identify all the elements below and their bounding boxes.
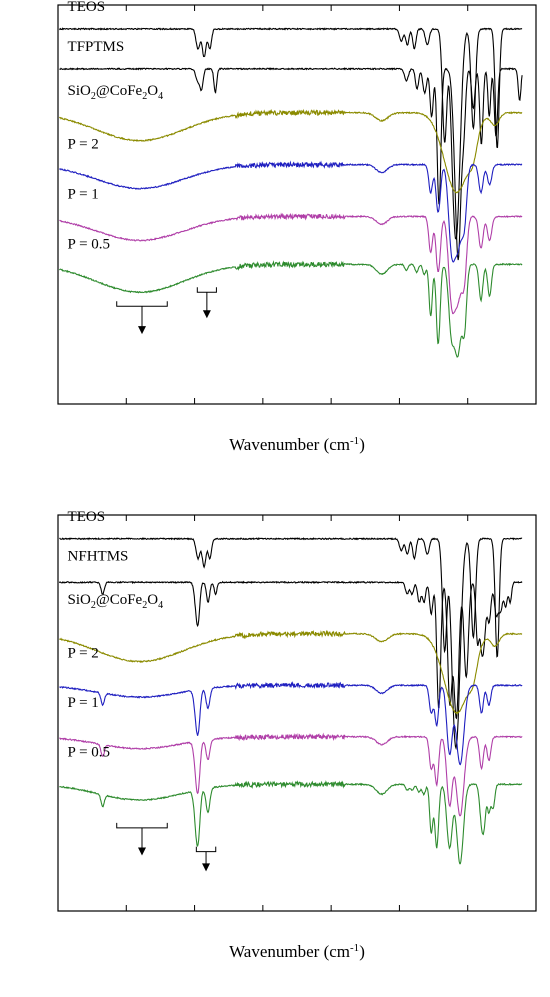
series-line bbox=[59, 160, 523, 263]
series-label: P = 1 bbox=[68, 187, 99, 203]
series-line bbox=[59, 212, 523, 315]
series-line bbox=[58, 108, 523, 194]
plot-frame bbox=[57, 514, 537, 912]
series-line bbox=[59, 681, 523, 766]
series-label: TFPTMS bbox=[68, 39, 125, 55]
chart-panel-b: Wavenumber (cm-1) TEOS NFHTMS SiO2@CoFe2O4 P… bbox=[57, 509, 537, 961]
arrow-head bbox=[202, 863, 211, 872]
series-line bbox=[59, 537, 523, 751]
series-label: P = 1 bbox=[68, 695, 99, 711]
plot-frame bbox=[57, 4, 537, 405]
arrow-head bbox=[137, 847, 146, 856]
range-bracket bbox=[116, 301, 168, 307]
series-line bbox=[59, 780, 523, 865]
chart-panel-a: Wavenumber (cm-1) TEOS TFPTMS SiO2@CoFe2O4 P… bbox=[57, 0, 537, 454]
series-line bbox=[58, 27, 523, 240]
series-line bbox=[59, 67, 523, 261]
x-axis-label: Wavenumber (cm-1) bbox=[229, 942, 365, 961]
x-axis-label: Wavenumber (cm-1) bbox=[229, 435, 365, 454]
series-label: SiO2@CoFe2O4 bbox=[68, 83, 164, 102]
series-line bbox=[58, 260, 523, 358]
range-bracket bbox=[116, 822, 168, 829]
series-label: P = 2 bbox=[68, 137, 99, 153]
range-bracket bbox=[196, 287, 217, 293]
series-label: P = 0.5 bbox=[68, 236, 111, 252]
series-label: TEOS bbox=[68, 509, 106, 525]
series-line bbox=[59, 629, 523, 715]
arrow-head bbox=[202, 310, 211, 319]
series-label: NFHTMS bbox=[68, 549, 129, 565]
series-label: SiO2@CoFe2O4 bbox=[68, 592, 164, 611]
series-label: TEOS bbox=[68, 0, 106, 15]
arrow-head bbox=[137, 326, 146, 335]
series-label: P = 2 bbox=[68, 646, 99, 662]
series-label: P = 0.5 bbox=[68, 745, 111, 761]
series-line bbox=[58, 580, 523, 720]
range-bracket bbox=[195, 846, 217, 853]
series-line bbox=[59, 732, 523, 817]
